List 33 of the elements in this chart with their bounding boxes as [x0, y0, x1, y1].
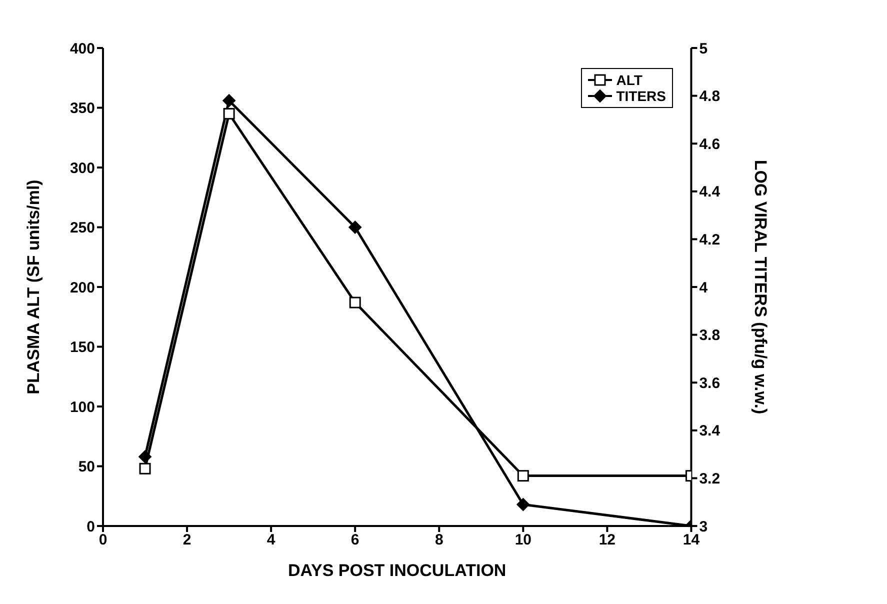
legend-label: TITERS	[616, 88, 666, 104]
y2-tick-label: 4	[699, 279, 708, 296]
y-tick-label: 150	[70, 339, 95, 356]
y-tick-label: 0	[86, 518, 95, 536]
y2-axis-title: LOG VIRAL TITERS (pfu/g w.w.)	[751, 160, 770, 414]
x-tick-label: 6	[350, 532, 360, 549]
legend-label: ALT	[616, 72, 642, 88]
x-tick-label: 10	[514, 532, 532, 549]
y-tick-label: 250	[70, 220, 95, 237]
y2-tick-label: 4.4	[699, 184, 721, 201]
y2-tick-label: 4.2	[699, 232, 720, 249]
y2-tick-label: 4.6	[699, 136, 720, 153]
y2-tick-label: 4.8	[699, 88, 720, 106]
y2-tick-label: 3	[699, 518, 708, 536]
y-axis-title: PLASMA ALT (SF units/ml)	[24, 180, 44, 394]
y-tick-label: 400	[70, 40, 95, 58]
x-tick-label: 2	[182, 532, 192, 549]
x-tick-label: 4	[266, 532, 276, 549]
x-tick-label: 8	[434, 532, 444, 549]
y2-tick-label: 3.8	[699, 327, 720, 344]
x-tick-label: 14	[682, 532, 700, 549]
y2-tick-label: 3.6	[699, 374, 720, 392]
x-tick-label: 12	[598, 532, 616, 549]
y-tick-label: 50	[78, 458, 95, 476]
y2-tick-label: 5	[699, 40, 708, 58]
y2-tick-label: 3.2	[699, 470, 720, 488]
y-tick-label: 100	[70, 398, 95, 416]
x-tick-label: 0	[98, 532, 108, 549]
y2-tick-label: 3.4	[699, 422, 721, 440]
y-tick-label: 300	[70, 160, 95, 177]
y-tick-label: 200	[70, 279, 95, 296]
y-tick-label: 350	[70, 100, 95, 118]
x-axis-title: DAYS POST INOCULATION	[288, 561, 506, 580]
